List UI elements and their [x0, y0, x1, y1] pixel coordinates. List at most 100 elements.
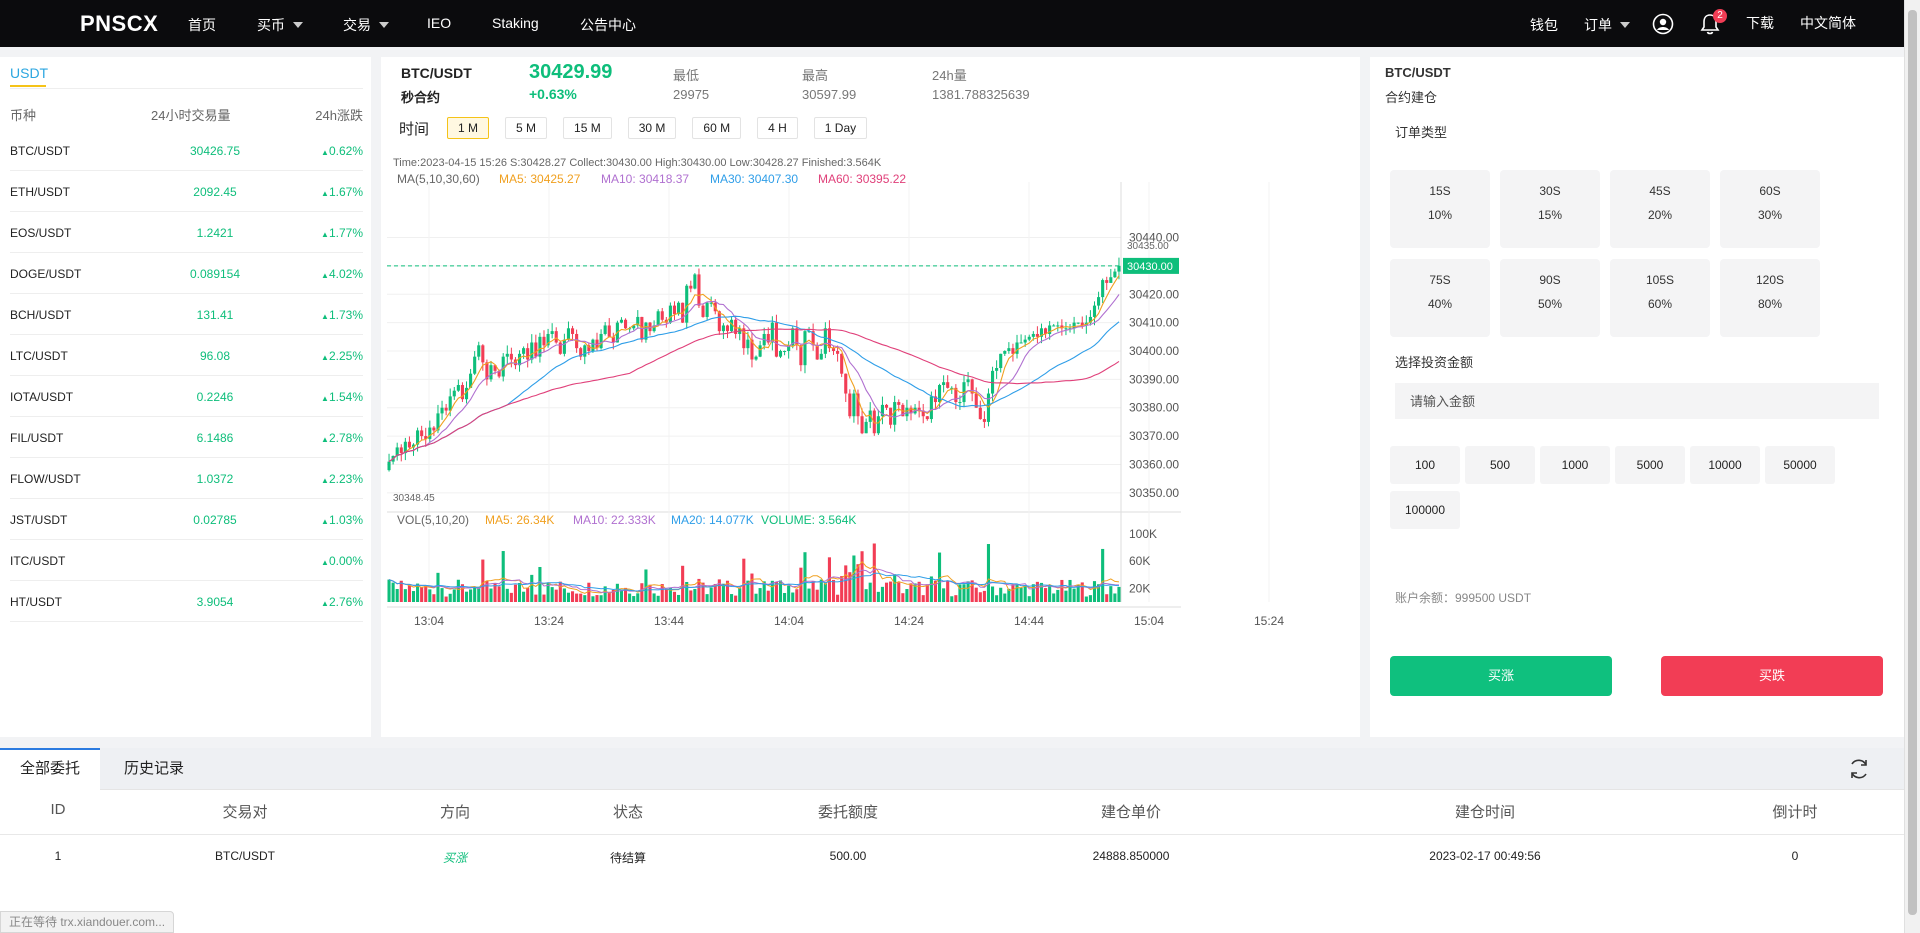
volume-bar — [473, 587, 477, 602]
candlestick-chart[interactable]: 30440.00 30430.00 30420.00 30410.00 30400.00… — [381, 152, 1360, 737]
timeframe-5m[interactable]: 5 M — [505, 117, 548, 139]
nav-orders[interactable]: 订单 — [1584, 15, 1630, 35]
volume-bar — [448, 593, 452, 602]
timeframe-30m[interactable]: 30 M — [627, 117, 677, 139]
market-row[interactable]: JST/USDT 0.02785 ▲1.03% — [10, 499, 363, 540]
volume-bar — [1080, 582, 1084, 602]
market-row[interactable]: FIL/USDT 6.1486 ▲2.78% — [10, 417, 363, 458]
amount-input[interactable] — [1395, 383, 1879, 419]
scrollbar-thumb[interactable] — [1908, 10, 1917, 915]
coin-volume: 96.08 — [199, 349, 231, 363]
market-row[interactable]: BCH/USDT 131.41 ▲1.73% — [10, 294, 363, 335]
period-option[interactable]: 105S 60% — [1610, 259, 1710, 337]
candle-body — [909, 407, 913, 414]
amount-preset-button[interactable]: 10000 — [1690, 446, 1760, 484]
nav-ieo[interactable]: IEO — [427, 15, 452, 31]
candle-body — [974, 393, 978, 408]
market-row[interactable]: LTC/USDT 96.08 ▲2.25% — [10, 335, 363, 376]
candle-body — [848, 393, 852, 417]
tab-history[interactable]: 历史记录 — [124, 760, 185, 777]
market-row[interactable]: ETH/USDT 2092.45 ▲1.67% — [10, 171, 363, 212]
volume-bar — [428, 589, 432, 602]
volume-bar — [1023, 585, 1027, 602]
volume-bar — [884, 582, 889, 602]
volume-bar — [721, 583, 725, 602]
nav-trade[interactable]: 交易 — [343, 15, 389, 35]
coin-change-value: 1.03% — [328, 513, 363, 527]
low-value: 29975 — [673, 87, 710, 102]
period-option[interactable]: 60S 30% — [1720, 170, 1820, 248]
amount-preset-button[interactable]: 100 — [1390, 446, 1460, 484]
market-row[interactable]: ITC/USDT ▲0.00% — [10, 540, 363, 581]
amount-preset-button[interactable]: 100000 — [1390, 491, 1460, 529]
volume-bar — [1088, 595, 1092, 602]
market-row[interactable]: EOS/USDT 1.2421 ▲1.77% — [10, 212, 363, 253]
logo[interactable]: PNSCX — [80, 11, 159, 36]
tab-all-orders[interactable]: 全部委托 — [0, 748, 101, 790]
period-option[interactable]: 30S 15% — [1500, 170, 1600, 248]
candle-body — [460, 385, 464, 400]
volume-bar — [456, 579, 460, 602]
nav-announcements[interactable]: 公告中心 — [580, 17, 636, 33]
timeframe-4h[interactable]: 4 H — [757, 117, 798, 139]
period-option[interactable]: 90S 50% — [1500, 259, 1600, 337]
arrow-up-icon: ▲ — [321, 476, 329, 485]
coin-change: ▲2.25% — [321, 349, 363, 363]
market-row[interactable]: FLOW/USDT 1.0372 ▲2.23% — [10, 458, 363, 499]
nav-wallet[interactable]: 钱包 — [1530, 17, 1558, 33]
volume-bar — [599, 595, 603, 602]
amount-preset-button[interactable]: 1000 — [1540, 446, 1610, 484]
volume-bar — [893, 574, 897, 602]
volume-bar — [783, 592, 787, 602]
timeframe-60m[interactable]: 60 M — [692, 117, 742, 139]
volume-bar — [929, 576, 933, 602]
arrow-up-icon: ▲ — [321, 517, 329, 526]
candle-body — [1044, 328, 1048, 334]
candle-body — [1019, 342, 1023, 344]
candle-body — [677, 302, 681, 315]
buy-up-button[interactable]: 买涨 — [1390, 656, 1612, 696]
market-row[interactable]: BTC/USDT 30426.75 ▲0.62% — [10, 130, 363, 171]
nav-home[interactable]: 首页 — [188, 17, 216, 33]
amount-preset-button[interactable]: 500 — [1465, 446, 1535, 484]
volume-bar — [656, 595, 660, 602]
volume-bar — [909, 583, 913, 602]
tab-usdt[interactable]: USDT — [10, 65, 48, 87]
amount-preset-button[interactable]: 5000 — [1615, 446, 1685, 484]
amount-preset-button[interactable]: 50000 — [1765, 446, 1835, 484]
market-row[interactable]: IOTA/USDT 0.2246 ▲1.54% — [10, 376, 363, 417]
volume-legend-label: VOL(5,10,20) — [397, 513, 469, 527]
volume-bar — [509, 592, 513, 602]
period-rate: 30% — [1757, 208, 1783, 222]
page-scrollbar[interactable] — [1904, 0, 1920, 933]
timeframe-1m[interactable]: 1 M — [447, 117, 490, 139]
volume-bar — [868, 582, 872, 602]
nav-download[interactable]: 下载 — [1746, 15, 1774, 31]
buy-down-button[interactable]: 买跌 — [1661, 656, 1883, 696]
period-time: 105S — [1645, 273, 1675, 287]
candle-body — [905, 407, 909, 417]
period-option[interactable]: 75S 40% — [1390, 259, 1490, 337]
coin-name: FLOW/USDT — [10, 472, 81, 486]
market-row[interactable]: DOGE/USDT 0.089154 ▲4.02% — [10, 253, 363, 294]
candle-body — [995, 368, 999, 371]
market-row[interactable]: HT/USDT 3.9054 ▲2.76% — [10, 581, 363, 622]
volume-bar — [677, 594, 681, 602]
candle-body — [1064, 328, 1068, 330]
refresh-icon[interactable] — [1847, 757, 1871, 781]
volume-bar — [420, 587, 424, 602]
user-icon[interactable] — [1652, 13, 1674, 35]
nav-buy-coin[interactable]: 买币 — [257, 15, 303, 35]
language-selector[interactable]: 中文简体 — [1800, 15, 1856, 31]
nav-staking[interactable]: Staking — [492, 15, 539, 31]
volume-bar — [766, 590, 770, 602]
timeframe-15m[interactable]: 15 M — [563, 117, 612, 139]
high-label: 最高 — [802, 68, 829, 83]
timeframe-1day[interactable]: 1 Day — [813, 117, 868, 139]
period-option[interactable]: 45S 20% — [1610, 170, 1710, 248]
volume-bar — [416, 583, 420, 602]
table-header-status: 状态 — [612, 804, 644, 821]
candle-body — [599, 333, 603, 349]
period-option[interactable]: 120S 80% — [1720, 259, 1820, 337]
period-option[interactable]: 15S 10% — [1390, 170, 1490, 248]
